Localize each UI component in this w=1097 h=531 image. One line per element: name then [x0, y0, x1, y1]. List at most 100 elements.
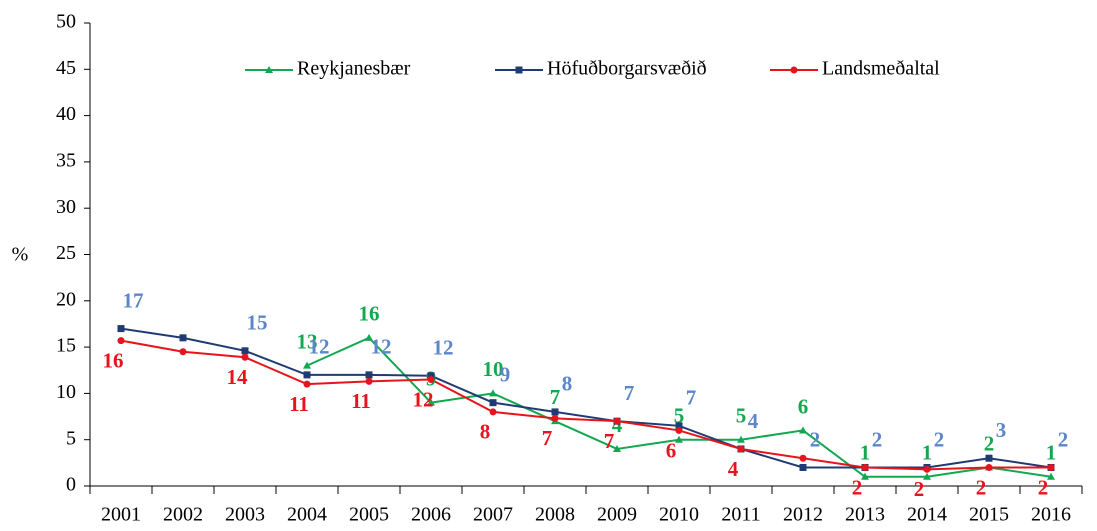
- data-label: 1: [860, 441, 871, 465]
- series-line: [120, 339, 1051, 471]
- data-point: [799, 463, 807, 471]
- data-point: [489, 399, 497, 407]
- data-point: [613, 444, 621, 452]
- data-label: 14: [227, 365, 249, 389]
- data-label: 2: [914, 477, 925, 501]
- data-label: 12: [371, 335, 392, 359]
- data-label: 7: [604, 429, 615, 453]
- data-point: [799, 426, 807, 434]
- data-label: 10: [483, 357, 504, 381]
- series-line: [120, 327, 1052, 469]
- data-point: [303, 371, 311, 379]
- data-label: 17: [123, 288, 144, 312]
- data-point: [799, 454, 807, 462]
- data-point: [303, 361, 311, 369]
- data-label: 11: [351, 389, 371, 413]
- data-label: 2: [984, 431, 995, 455]
- data-label: 2: [852, 475, 863, 499]
- data-point: [675, 422, 683, 430]
- data-point: [985, 463, 993, 471]
- data-label: 12: [433, 336, 454, 360]
- data-point: [1047, 463, 1055, 471]
- x-tick-label: 2012: [783, 504, 823, 526]
- x-tick-label: 2001: [101, 504, 141, 526]
- data-label: 1: [922, 441, 933, 465]
- legend-marker: [515, 66, 523, 74]
- data-point: [923, 465, 931, 473]
- data-label: 2: [1038, 475, 1049, 499]
- x-tick-label: 2006: [411, 504, 451, 526]
- legend-label: Reykjanesbær: [297, 58, 411, 80]
- data-point: [241, 347, 249, 355]
- data-point: [117, 337, 125, 345]
- data-label: 3: [996, 418, 1007, 442]
- data-point: [861, 472, 869, 480]
- y-tick-label: 15: [56, 335, 76, 357]
- data-point: [923, 472, 931, 480]
- data-point: [551, 414, 559, 422]
- data-point: [179, 334, 187, 342]
- legend-label: Höfuðborgarsvæðið: [547, 58, 707, 80]
- y-tick-label: 30: [56, 196, 76, 218]
- y-axis-label: %: [12, 244, 29, 266]
- x-tick-label: 2004: [287, 504, 327, 526]
- legend-marker: [790, 66, 798, 74]
- data-label: 9: [500, 362, 511, 386]
- y-tick-label: 45: [56, 57, 76, 79]
- data-label: 16: [103, 348, 124, 372]
- data-label: 6: [666, 438, 677, 462]
- x-tick-label: 2009: [597, 504, 637, 526]
- data-point: [303, 380, 311, 388]
- x-tick-label: 2002: [163, 504, 203, 526]
- x-tick-label: 2014: [907, 504, 947, 526]
- data-point: [861, 463, 869, 471]
- data-label: 16: [359, 302, 380, 326]
- data-label: 8: [480, 420, 491, 444]
- data-point: [241, 353, 249, 361]
- data-label: 1: [1046, 441, 1057, 465]
- data-point: [427, 376, 435, 384]
- data-label: 2: [1058, 427, 1069, 451]
- x-tick-label: 2007: [473, 504, 513, 526]
- data-label: 2: [934, 427, 945, 451]
- data-point: [551, 408, 559, 416]
- data-label: 7: [686, 386, 697, 410]
- data-label: 6: [798, 394, 809, 418]
- legend-label: Landsmeðaltal: [822, 58, 940, 80]
- data-label: 4: [748, 409, 759, 433]
- data-point: [1047, 472, 1055, 480]
- data-point: [675, 435, 683, 443]
- data-point: [613, 417, 621, 425]
- data-label: 5: [736, 404, 747, 428]
- data-label: 12: [309, 335, 330, 359]
- data-point: [365, 371, 373, 379]
- data-label: 5: [674, 404, 685, 428]
- data-label: 8: [562, 372, 573, 396]
- data-label: 2: [976, 475, 987, 499]
- data-point: [737, 445, 745, 453]
- x-tick-label: 2003: [225, 504, 265, 526]
- data-point: [427, 372, 435, 380]
- y-tick-label: 10: [56, 381, 76, 403]
- x-tick-label: 2008: [535, 504, 575, 526]
- x-tick-label: 2015: [969, 504, 1009, 526]
- data-label: 13: [297, 329, 318, 353]
- data-label: 15: [247, 311, 268, 335]
- x-tick-label: 2010: [659, 504, 699, 526]
- y-tick-label: 40: [56, 103, 76, 125]
- data-label: 7: [624, 381, 635, 405]
- data-point: [365, 333, 373, 341]
- data-label: 7: [550, 385, 561, 409]
- legend-marker: [265, 66, 273, 73]
- y-tick-label: 5: [66, 427, 76, 449]
- data-point: [737, 435, 745, 443]
- data-point: [489, 389, 497, 397]
- data-label: 12: [413, 387, 434, 411]
- data-label: 2: [872, 427, 883, 451]
- x-tick-label: 2016: [1031, 504, 1071, 526]
- data-point: [489, 408, 497, 416]
- data-label: 4: [728, 457, 739, 481]
- data-point: [427, 398, 435, 406]
- x-tick-label: 2013: [845, 504, 885, 526]
